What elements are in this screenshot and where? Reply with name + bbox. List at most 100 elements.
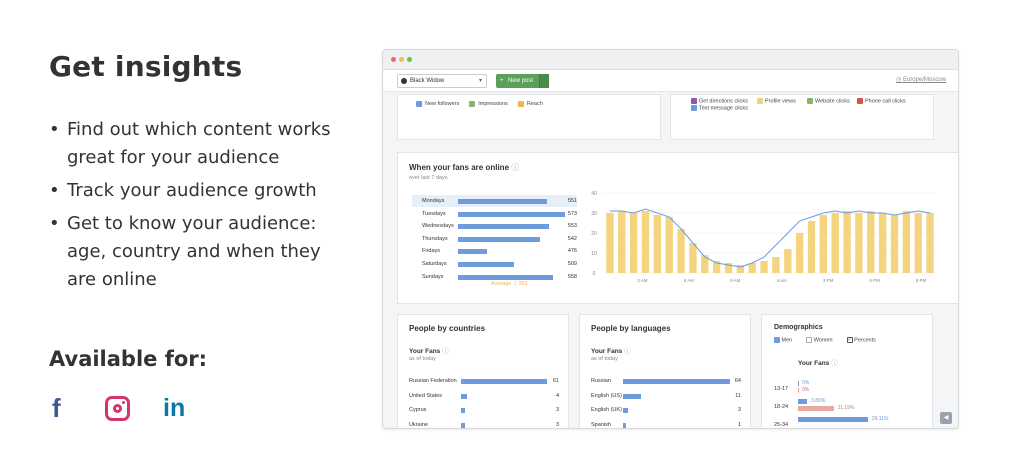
legend-label: New followers xyxy=(425,101,460,107)
legend-item[interactable]: New followers xyxy=(416,101,459,107)
day-row[interactable]: Sundays 558 xyxy=(412,271,577,283)
language-row-value: 3 xyxy=(737,407,741,413)
hour-bar[interactable] xyxy=(831,213,839,273)
calendar-icon[interactable] xyxy=(539,74,549,88)
country-row-bar xyxy=(461,422,466,428)
country-row[interactable]: United States 4 xyxy=(409,390,559,402)
hour-bar[interactable] xyxy=(689,243,697,273)
fans-online-card: When your fans are online ⓘ over last 7 … xyxy=(397,152,958,304)
language-row[interactable]: Spanish 1 xyxy=(591,419,741,429)
hour-bar[interactable] xyxy=(795,233,804,273)
hour-bar[interactable] xyxy=(878,213,887,273)
hour-bar[interactable] xyxy=(819,215,828,273)
day-row[interactable]: Thursdays 542 xyxy=(412,233,577,245)
country-row[interactable]: Russian Federation 61 xyxy=(409,375,559,387)
legend-women[interactable]: Women xyxy=(806,337,833,343)
hour-bar[interactable] xyxy=(618,211,626,273)
trend-line xyxy=(609,208,931,268)
hour-bar[interactable] xyxy=(784,249,792,273)
your-fans-label: Your Fans ⓘ xyxy=(591,348,631,355)
women-value: 0% xyxy=(802,387,810,393)
hour-bar[interactable] xyxy=(736,265,745,273)
day-row[interactable]: Saturdays 509 xyxy=(412,258,577,270)
legend-item[interactable]: Website clicks xyxy=(807,98,850,104)
hour-bar[interactable] xyxy=(653,215,662,273)
day-value: 553 xyxy=(567,223,577,230)
day-value: 509 xyxy=(567,261,577,267)
x-tick-label: 3 AM xyxy=(637,278,648,283)
hour-bar[interactable] xyxy=(724,263,733,273)
country-row[interactable]: Ukraine 3 xyxy=(409,419,559,429)
legend-percents[interactable]: ✓ Percents xyxy=(846,337,876,344)
hour-bar[interactable] xyxy=(902,211,911,273)
country-row[interactable]: Cyprus 3 xyxy=(409,404,559,416)
country-row-label: United States xyxy=(409,392,443,399)
hour-bar[interactable] xyxy=(677,229,685,273)
hour-bar[interactable] xyxy=(914,213,922,273)
profile-select[interactable]: Black Widow ▾ xyxy=(397,74,487,88)
day-bar xyxy=(458,211,565,217)
language-row[interactable]: English (UK) 3 xyxy=(591,404,741,416)
day-row[interactable]: Tuesdays 573 xyxy=(412,208,577,220)
legend-item[interactable]: Get directions clicks xyxy=(691,98,748,104)
languages-card: People by languages Your Fans ⓘ as of to… xyxy=(579,314,751,429)
age-label: 25-34 xyxy=(774,422,789,428)
new-post-button[interactable]: + New post xyxy=(496,74,549,88)
hour-bar[interactable] xyxy=(843,211,851,273)
legend-swatch xyxy=(691,105,697,111)
hour-bar[interactable] xyxy=(606,213,614,273)
day-bar xyxy=(458,249,487,255)
x-tick-label: 9 PM xyxy=(916,278,927,283)
legend-item[interactable]: Profile views xyxy=(757,98,796,104)
metrics-card-right: Get directions clicks Text message clicks… xyxy=(670,94,934,140)
instagram-icon[interactable] xyxy=(105,396,130,421)
feature-item: Find out which content works great for y… xyxy=(49,116,349,172)
hour-bar[interactable] xyxy=(641,211,650,273)
legend-item[interactable]: Impressions xyxy=(469,101,508,107)
hour-bar[interactable] xyxy=(748,263,756,273)
legend-item[interactable]: Phone call clicks xyxy=(857,98,906,104)
legend-item[interactable]: Text message clicks xyxy=(691,105,748,111)
hour-bar[interactable] xyxy=(890,215,899,273)
day-label: Fridays xyxy=(422,248,441,255)
y-tick-label: 10 xyxy=(591,251,597,257)
social-icons: f in xyxy=(52,393,185,424)
day-value: 551 xyxy=(567,198,577,204)
men-value: 0% xyxy=(802,380,810,386)
profile-icon xyxy=(401,78,407,84)
hour-bar[interactable] xyxy=(867,211,875,273)
language-row[interactable]: English (US) 11 xyxy=(591,390,741,402)
average-row: Average | 551 xyxy=(491,281,529,287)
hour-bar[interactable] xyxy=(760,261,768,273)
day-row[interactable]: Wednesdays 553 xyxy=(412,220,577,232)
language-row-value: 11 xyxy=(735,392,741,399)
close-dot-icon xyxy=(391,57,396,62)
scroll-top-button[interactable]: ◀ xyxy=(940,412,952,424)
linkedin-icon[interactable]: in xyxy=(163,394,186,422)
hour-bar[interactable] xyxy=(665,217,673,273)
day-row[interactable]: Mondays 551 xyxy=(412,195,577,207)
hour-bar[interactable] xyxy=(712,261,721,273)
facebook-icon[interactable]: f xyxy=(52,393,61,423)
hour-bar[interactable] xyxy=(807,221,816,273)
hour-bar[interactable] xyxy=(926,213,934,273)
legend-swatch xyxy=(857,98,863,104)
info-icon: ⓘ xyxy=(442,348,449,355)
legend-men[interactable]: Men xyxy=(774,337,792,343)
page-heading: Get insights xyxy=(49,50,243,83)
country-row-label: Ukraine xyxy=(409,421,428,428)
your-fans-label: Your Fans ⓘ xyxy=(409,348,449,355)
hour-bar[interactable] xyxy=(855,213,863,273)
legend-item[interactable]: Reach xyxy=(517,101,543,107)
feature-list: Find out which content works great for y… xyxy=(49,116,349,294)
men-value: 3.80% xyxy=(811,398,826,404)
language-row-bar xyxy=(623,408,629,413)
hour-bar[interactable] xyxy=(701,255,709,273)
hour-bar[interactable] xyxy=(772,257,780,273)
language-row-label: English (UK) xyxy=(591,407,622,413)
window-titlebar xyxy=(383,50,958,70)
hour-bar[interactable] xyxy=(629,213,638,273)
day-row[interactable]: Fridays 476 xyxy=(412,245,577,257)
language-row[interactable]: Russian 64 xyxy=(591,375,741,387)
timezone-link[interactable]: ◷ Europe/Moscow xyxy=(896,77,946,83)
